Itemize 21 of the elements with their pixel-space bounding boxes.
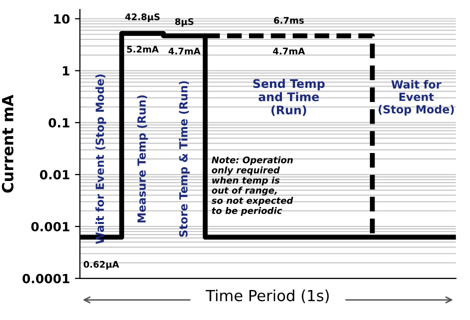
annotation: Wait for Event (Stop Mode) bbox=[95, 74, 106, 244]
x-axis-title: Time Period (1s) bbox=[206, 290, 329, 304]
y-tick-label: 0.001 bbox=[31, 222, 70, 232]
annotation: 6.7ms bbox=[274, 16, 304, 24]
annotation: 4.7mA bbox=[273, 48, 305, 54]
y-tick-label: 0.1 bbox=[48, 118, 70, 128]
annotation: Measure Temp (Run) bbox=[137, 95, 148, 222]
y-tick-label: 0.0001 bbox=[22, 274, 70, 284]
annotation: 42.8µS bbox=[125, 13, 160, 22]
y-axis-title: Current mA bbox=[2, 94, 14, 193]
annotation: Wait for Event (Stop Mode) bbox=[378, 80, 454, 116]
annotation: Store Temp & Time (Run) bbox=[178, 81, 190, 237]
annotation: 4.7mA bbox=[168, 48, 200, 54]
y-tick-label: 0.01 bbox=[40, 170, 70, 180]
annotation: 5.2mA bbox=[127, 46, 159, 53]
y-tick-label: 1 bbox=[62, 66, 70, 76]
annotation: Note: Operation only required when temp is out of range, so not expected to be periodic bbox=[212, 156, 294, 216]
annotation: 0.62µA bbox=[84, 260, 120, 270]
annotation: Send Temp and Time (Run) bbox=[253, 78, 325, 116]
annotation: 8µS bbox=[175, 18, 194, 27]
y-tick-label: 10 bbox=[54, 14, 70, 24]
